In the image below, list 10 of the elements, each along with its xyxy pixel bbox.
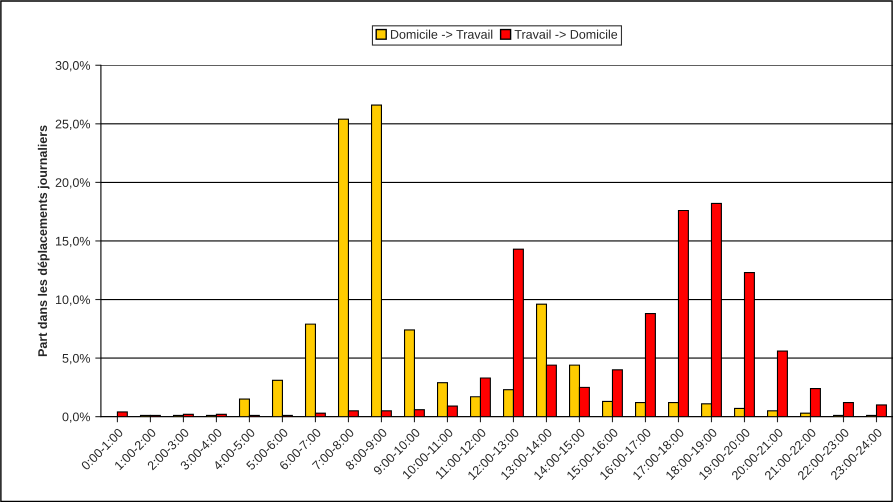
y-tick-label: 20,0% xyxy=(56,178,90,189)
y-tick-label: 0,0% xyxy=(62,412,90,423)
y-axis-title: Part dans les déplacements journaliers xyxy=(38,125,50,356)
y-tick-label: 10,0% xyxy=(56,295,90,306)
y-tick-label: 5,0% xyxy=(62,354,90,364)
legend-label: Travail -> Domicile xyxy=(514,30,618,39)
y-tick-label: 30,0% xyxy=(56,61,90,72)
legend-label: Domicile -> Travail xyxy=(390,30,492,39)
y-tick-label: 15,0% xyxy=(56,236,90,248)
y-tick-label: 25,0% xyxy=(56,120,90,130)
